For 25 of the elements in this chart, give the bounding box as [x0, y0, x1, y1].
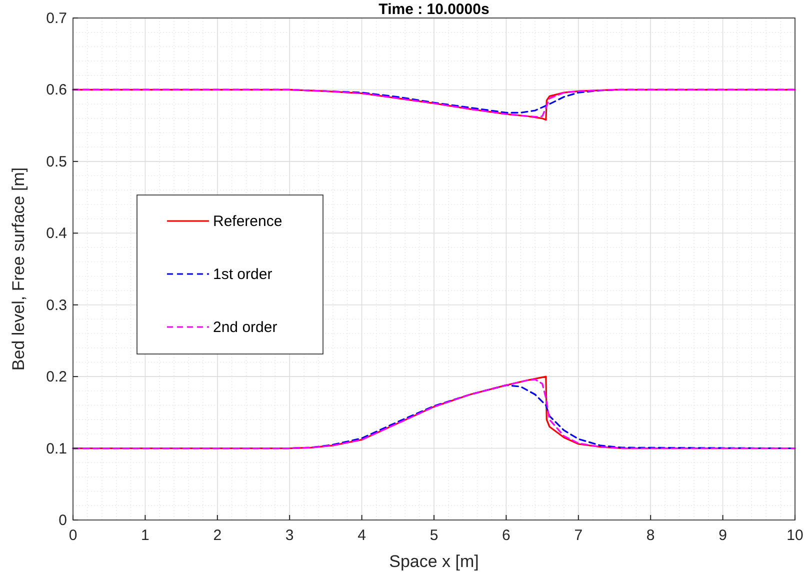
x-tick-label: 3 [285, 527, 294, 544]
x-tick-label: 9 [718, 527, 727, 544]
y-tick-label: 0.3 [46, 296, 67, 314]
chart-title: Time : 10.0000s [378, 1, 490, 18]
x-axis-title: Space x [m] [389, 552, 479, 571]
y-tick-label: 0.6 [46, 82, 67, 99]
x-tick-label: 8 [646, 527, 655, 544]
x-tick-label: 5 [430, 527, 438, 544]
y-tick-label: 0.1 [46, 440, 67, 458]
x-tick-label: 1 [141, 527, 150, 544]
legend-label: 2nd order [213, 319, 278, 336]
x-tick-label: 4 [358, 527, 366, 544]
y-tick-label: 0.4 [46, 225, 67, 242]
y-tick-label: 0.2 [46, 368, 67, 386]
x-tick-label: 10 [786, 527, 804, 544]
y-tick-label: 0.5 [46, 153, 67, 170]
y-axis-title: Bed level, Free surface [m] [9, 167, 28, 371]
y-tick-label: 0 [58, 512, 67, 529]
x-tick-label: 6 [502, 527, 510, 544]
x-tick-label: 2 [213, 527, 222, 544]
legend-label: Reference [213, 213, 282, 230]
x-tick-label: 7 [574, 527, 583, 544]
x-tick-label: 0 [68, 527, 78, 544]
legend-label: 1st order [213, 266, 272, 283]
y-tick-label: 0.7 [46, 10, 67, 27]
